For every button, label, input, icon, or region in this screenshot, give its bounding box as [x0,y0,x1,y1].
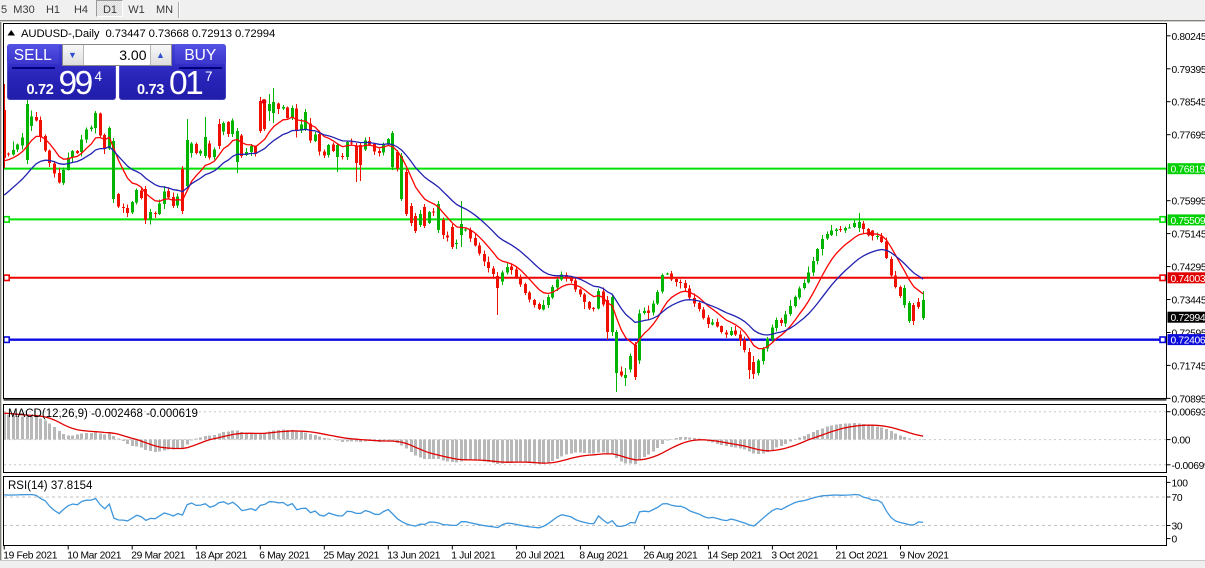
svg-text:25 May 2021: 25 May 2021 [323,551,379,562]
svg-text:30: 30 [1172,522,1183,533]
svg-text:0.76819: 0.76819 [1171,165,1205,176]
svg-text:18 Apr 2021: 18 Apr 2021 [195,551,247,562]
svg-text:14 Sep 2021: 14 Sep 2021 [707,551,762,562]
svg-text:0.78545: 0.78545 [1172,98,1205,109]
svg-text:10 Mar 2021: 10 Mar 2021 [67,551,122,562]
svg-text:0.006936: 0.006936 [1172,408,1205,419]
svg-text:0.79395: 0.79395 [1172,65,1205,76]
svg-text:0.80245: 0.80245 [1172,32,1205,43]
svg-text:0.74295: 0.74295 [1172,263,1205,274]
svg-text:6 May 2021: 6 May 2021 [259,551,310,562]
svg-text:13 Jun 2021: 13 Jun 2021 [387,551,440,562]
svg-text:0.73445: 0.73445 [1172,296,1205,307]
svg-text:0.70895: 0.70895 [1172,394,1205,405]
svg-text:20 Jul 2021: 20 Jul 2021 [515,551,565,562]
svg-text:0.00: 0.00 [1172,436,1191,447]
svg-text:19 Feb 2021: 19 Feb 2021 [3,551,58,562]
svg-text:0.72595: 0.72595 [1172,329,1205,340]
svg-text:8 Aug 2021: 8 Aug 2021 [579,551,628,562]
svg-text:100: 100 [1172,478,1189,489]
svg-text:0.75509: 0.75509 [1171,216,1205,227]
svg-text:AUDUSD-,Daily 0.73447 0.73668: AUDUSD-,Daily 0.73447 0.73668 0.72913 0.… [21,28,275,40]
svg-text:0.75995: 0.75995 [1172,197,1205,208]
svg-text:-0.00699: -0.00699 [1172,461,1205,472]
svg-text:0.72994: 0.72994 [1171,313,1205,324]
svg-text:0.72406: 0.72406 [1171,336,1205,347]
svg-text:29 Mar 2021: 29 Mar 2021 [131,551,186,562]
svg-text:1 Jul 2021: 1 Jul 2021 [451,551,496,562]
svg-text:0.71745: 0.71745 [1172,361,1205,372]
svg-text:70: 70 [1172,493,1183,504]
svg-text:21 Oct 2021: 21 Oct 2021 [836,551,889,562]
svg-text:26 Aug 2021: 26 Aug 2021 [643,551,698,562]
svg-text:9 Nov 2021: 9 Nov 2021 [900,551,950,562]
svg-text:RSI(14) 37.8154: RSI(14) 37.8154 [8,480,93,492]
svg-text:MACD(12,26,9) -0.002468 -0.000: MACD(12,26,9) -0.002468 -0.000619 [8,408,198,420]
svg-text:0.74003: 0.74003 [1171,274,1205,285]
svg-text:3 Oct 2021: 3 Oct 2021 [771,551,818,562]
svg-text:0: 0 [1172,535,1178,546]
svg-text:0.77695: 0.77695 [1172,131,1205,142]
svg-text:0.75145: 0.75145 [1172,230,1205,241]
